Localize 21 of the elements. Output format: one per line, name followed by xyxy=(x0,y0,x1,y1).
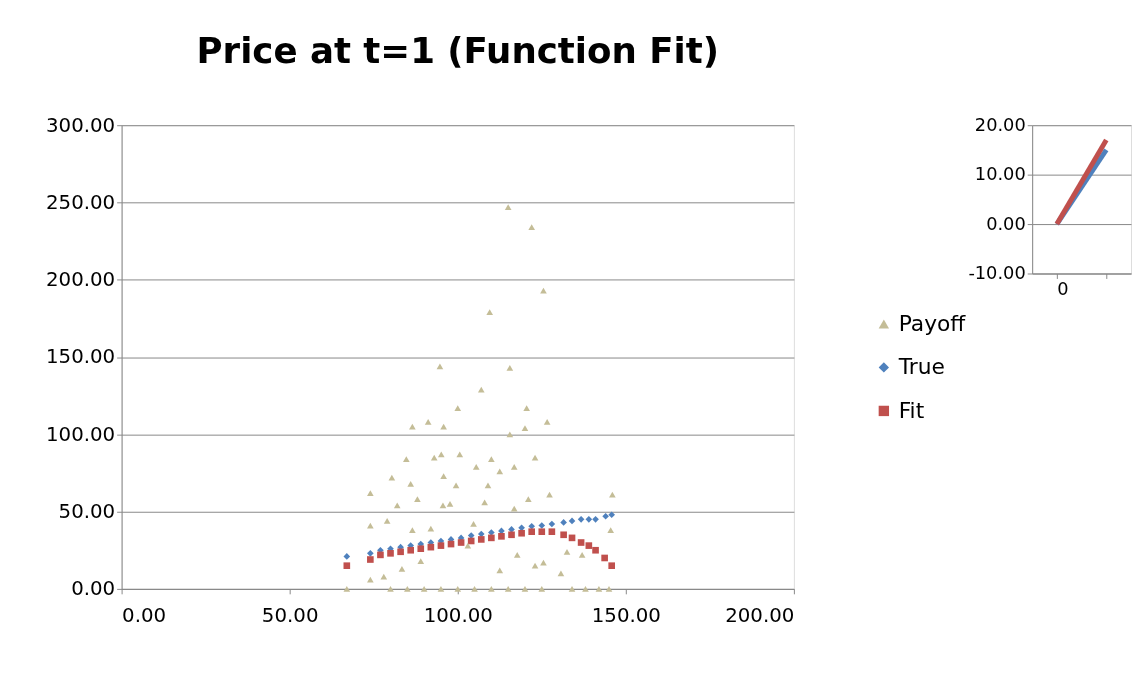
y-tick-label: 20.00 xyxy=(974,113,1026,135)
chart-title: Price at t=1 (Function Fit) xyxy=(196,29,719,71)
legend-label: True xyxy=(897,354,945,380)
legend-label: Fit xyxy=(898,397,925,423)
legend-label: Payoff xyxy=(898,310,967,336)
y-tick-label: 250.00 xyxy=(46,190,116,214)
y-tick-label: 50.00 xyxy=(58,500,116,524)
x-tick-label: 200.00 xyxy=(725,604,795,627)
x-tick-label: 0 xyxy=(1057,277,1069,299)
y-tick-label: 100.00 xyxy=(46,422,116,446)
x-tick-label: 150.00 xyxy=(591,604,661,627)
x-tick-label: 100.00 xyxy=(423,604,493,627)
y-tick-label: 150.00 xyxy=(46,345,116,369)
y-tick-label: 300.00 xyxy=(46,113,116,137)
y-tick-label: 0.00 xyxy=(986,212,1026,234)
y-tick-label: 200.00 xyxy=(46,268,116,292)
y-tick-label: 0.00 xyxy=(71,577,116,601)
x-tick-label: 50.00 xyxy=(261,604,319,627)
y-tick-label: -10.00 xyxy=(968,261,1026,283)
y-tick-label: 10.00 xyxy=(974,163,1026,185)
x-tick-label: 0.00 xyxy=(122,604,167,627)
